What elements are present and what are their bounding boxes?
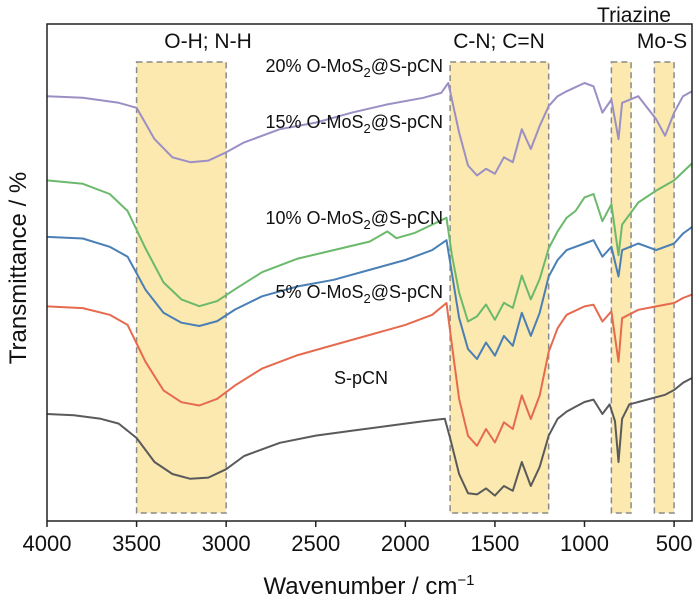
plot-frame	[46, 23, 693, 522]
band-label-1: C-N; C=N	[453, 30, 545, 53]
band-label-3: Mo-S	[637, 30, 687, 53]
series-label-0: 20% O-MoS2@S-pCN	[265, 56, 443, 80]
x-tick-label-1: 3500	[112, 531, 161, 556]
band-region-1	[449, 61, 550, 514]
band-regions	[135, 61, 675, 514]
y-axis-label: Transmittance / %	[5, 172, 32, 365]
series-label-3: 5% O-MoS2@S-pCN	[275, 282, 443, 306]
spectra-curves	[46, 82, 693, 497]
x-tick-label-2: 3000	[202, 531, 251, 556]
series-line-0	[46, 82, 693, 177]
x-tick-label-6: 1000	[560, 531, 609, 556]
band-label-0: O-H; N-H	[164, 30, 252, 53]
x-tick-label-5: 1500	[470, 531, 519, 556]
x-tick-label-7: 500	[656, 531, 693, 556]
x-axis-ticks: 4000 3500 3000 2500 2000 1500 1000 500	[23, 521, 693, 556]
x-tick-label-3: 2500	[291, 531, 340, 556]
series-labels: 20% O-MoS2@S-pCN 15% O-MoS2@S-pCN 10% O-Mo…	[265, 56, 443, 388]
series-line-3	[46, 293, 693, 447]
band-region-2	[610, 61, 632, 514]
x-axis-label: Wavenumber / cm−1	[264, 572, 475, 600]
series-label-1: 15% O-MoS2@S-pCN	[265, 112, 443, 136]
series-line-2	[46, 226, 693, 360]
series-label-4: S-pCN	[334, 368, 388, 388]
band-region-0	[135, 61, 227, 514]
band-region-3	[653, 61, 675, 514]
series-label-2: 10% O-MoS2@S-pCN	[265, 208, 443, 232]
series-line-4	[46, 377, 693, 497]
band-label-2: Triazine	[597, 4, 671, 27]
x-tick-label-4: 2000	[381, 531, 430, 556]
band-labels: O-H; N-H C-N; C=N Triazine Mo-S	[164, 4, 687, 53]
series-line-1	[46, 162, 693, 323]
x-tick-label-0: 4000	[23, 531, 72, 556]
